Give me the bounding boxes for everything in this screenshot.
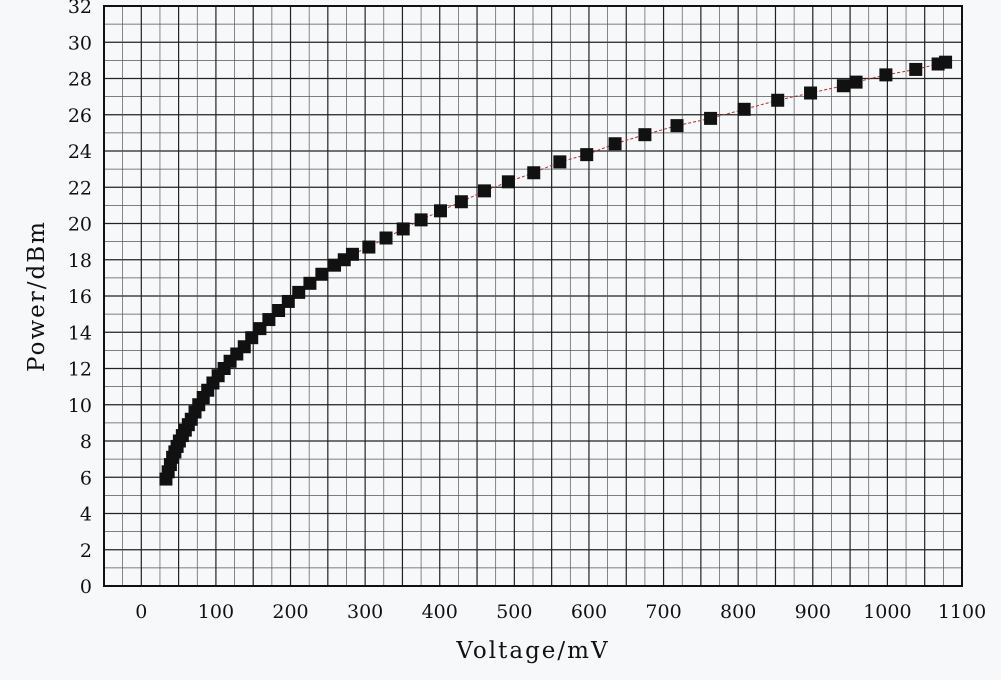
data-point (414, 213, 428, 227)
data-point (771, 93, 785, 107)
y-tick-label: 6 (80, 467, 92, 489)
x-axis-title: Voltage/mV (455, 638, 609, 664)
x-tick-label: 1100 (938, 601, 986, 623)
data-point (849, 75, 863, 89)
x-tick-label: 0 (135, 601, 147, 623)
data-point (939, 55, 953, 69)
data-point (292, 285, 306, 299)
y-tick-label: 8 (80, 431, 92, 453)
data-point (638, 128, 652, 142)
data-point (836, 79, 850, 93)
x-tick-label: 400 (422, 601, 458, 623)
x-tick-label: 1000 (863, 601, 911, 623)
y-tick-label: 20 (68, 214, 92, 236)
data-point (478, 184, 492, 198)
x-tick-label: 600 (571, 601, 607, 623)
data-point (379, 231, 393, 245)
data-point (804, 86, 818, 100)
data-point (501, 175, 515, 189)
y-tick-label: 12 (68, 359, 92, 381)
plot-area-frame (103, 5, 963, 587)
series-connecting-line (165, 61, 946, 480)
x-tick-label: 900 (795, 601, 831, 623)
data-point (396, 222, 410, 236)
y-tick-label: 4 (80, 504, 92, 526)
y-tick-label: 30 (68, 32, 92, 54)
data-point (345, 247, 359, 261)
y-tick-label: 16 (68, 286, 92, 308)
y-tick-label: 22 (68, 177, 92, 199)
x-tick-label: 100 (198, 601, 234, 623)
data-point (879, 68, 893, 82)
data-point (362, 240, 376, 254)
y-tick-label: 24 (68, 141, 92, 163)
data-points (159, 55, 953, 486)
data-point (670, 119, 684, 133)
data-point (553, 155, 567, 169)
y-tick-label: 14 (68, 322, 92, 344)
y-tick-label: 0 (80, 576, 92, 598)
data-point (281, 294, 295, 308)
data-point (433, 204, 447, 218)
y-tick-label: 2 (80, 540, 92, 562)
x-tick-label: 700 (645, 601, 681, 623)
x-tick-label: 500 (496, 601, 532, 623)
data-point (527, 166, 541, 180)
y-axis-title: Power/dBm (24, 220, 50, 372)
data-point (580, 148, 594, 162)
y-tick-label: 10 (68, 395, 92, 417)
y-tick-label: 18 (68, 250, 92, 272)
x-tick-label: 800 (720, 601, 756, 623)
x-axis-tick-labels: 0 100 200 300 400 500 600 700 800 900 1000 1100 (135, 601, 986, 623)
data-point (454, 195, 468, 209)
y-tick-label: 28 (68, 69, 92, 91)
data-point (704, 111, 718, 125)
data-point (303, 276, 317, 290)
y-tick-label: 32 (68, 0, 92, 18)
grid (103, 5, 963, 587)
x-tick-label: 300 (347, 601, 383, 623)
data-point (909, 62, 923, 76)
x-tick-label: 200 (272, 601, 308, 623)
y-tick-label: 26 (68, 105, 92, 127)
data-point (315, 267, 329, 281)
data-point (608, 137, 622, 151)
data-point (737, 102, 751, 116)
